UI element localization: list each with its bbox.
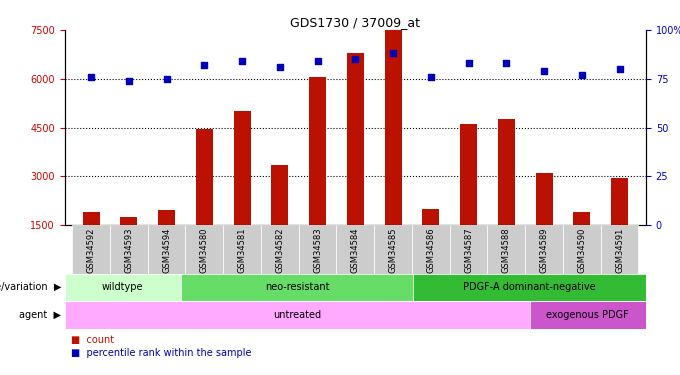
Text: wildtype: wildtype (102, 282, 143, 292)
Text: GSM34586: GSM34586 (426, 227, 435, 273)
Bar (65, 301, 530, 328)
Bar (413, 274, 646, 301)
Point (199, 62, 209, 68)
Text: GSM34581: GSM34581 (237, 227, 247, 273)
Bar (148, 225, 186, 274)
Text: GSM34584: GSM34584 (351, 227, 360, 273)
Bar (186, 225, 223, 274)
Bar (347, 53, 364, 225)
Text: ■  count: ■ count (71, 335, 114, 345)
Bar (460, 124, 477, 225)
Text: GSM34582: GSM34582 (275, 227, 284, 273)
Text: GSM34590: GSM34590 (577, 227, 586, 273)
Bar (530, 301, 646, 328)
Point (577, 72, 588, 78)
Text: GSM34592: GSM34592 (86, 227, 95, 273)
Point (539, 68, 549, 74)
Text: GSM34585: GSM34585 (388, 227, 398, 273)
Text: GSM34583: GSM34583 (313, 227, 322, 273)
Text: ■  percentile rank within the sample: ■ percentile rank within the sample (71, 348, 252, 358)
Point (501, 60, 512, 66)
Text: PDGF-A dominant-negative: PDGF-A dominant-negative (463, 282, 596, 292)
Title: GDS1730 / 37009_at: GDS1730 / 37009_at (290, 16, 420, 29)
Bar (573, 212, 590, 225)
Bar (65, 274, 181, 301)
Bar (449, 225, 488, 274)
Bar (223, 225, 261, 274)
Bar (120, 217, 137, 225)
Point (426, 74, 437, 80)
Bar (261, 225, 299, 274)
Text: genotype/variation  ▶: genotype/variation ▶ (0, 282, 61, 292)
Bar (385, 30, 402, 225)
Bar (309, 77, 326, 225)
Bar (196, 129, 213, 225)
Text: GSM34589: GSM34589 (539, 227, 549, 273)
Bar (299, 225, 337, 274)
Text: GSM34588: GSM34588 (502, 227, 511, 273)
Point (614, 66, 625, 72)
Point (123, 78, 134, 84)
Bar (158, 210, 175, 225)
Bar (412, 225, 449, 274)
Bar (488, 225, 525, 274)
Bar (600, 225, 639, 274)
Text: exogenous PDGF: exogenous PDGF (547, 310, 629, 320)
Text: untreated: untreated (273, 310, 321, 320)
Text: GSM34580: GSM34580 (200, 227, 209, 273)
Point (312, 58, 323, 64)
Bar (563, 225, 600, 274)
Point (350, 56, 360, 62)
Bar (422, 209, 439, 225)
Point (463, 60, 474, 66)
Bar (271, 165, 288, 225)
Point (274, 64, 285, 70)
Bar (536, 173, 553, 225)
Bar (72, 225, 110, 274)
Bar (82, 212, 99, 225)
Point (86, 74, 97, 80)
Point (161, 76, 172, 82)
Text: agent  ▶: agent ▶ (19, 310, 61, 320)
Text: GSM34594: GSM34594 (162, 227, 171, 273)
Point (237, 58, 248, 64)
Point (388, 50, 398, 56)
Text: GSM34587: GSM34587 (464, 227, 473, 273)
Text: GSM34591: GSM34591 (615, 227, 624, 273)
Bar (525, 225, 563, 274)
Text: GSM34593: GSM34593 (124, 227, 133, 273)
Bar (337, 225, 374, 274)
Bar (233, 111, 250, 225)
Bar (110, 225, 148, 274)
Text: neo-resistant: neo-resistant (265, 282, 329, 292)
Bar (611, 178, 628, 225)
Bar (498, 119, 515, 225)
Bar (374, 225, 412, 274)
Bar (181, 274, 413, 301)
